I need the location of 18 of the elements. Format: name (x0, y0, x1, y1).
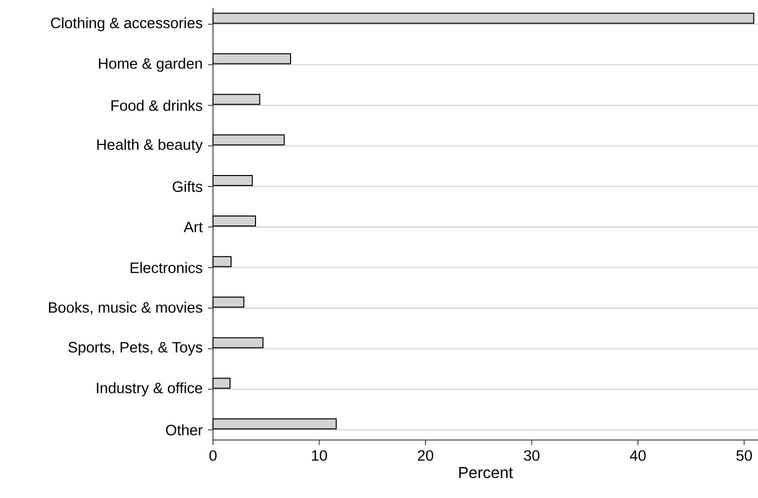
y-tick-label: Gifts (172, 180, 202, 192)
y-tick-label: Clothing & accessories (51, 17, 202, 32)
y-tick-label: Health & beauty (97, 138, 203, 153)
y-tick-label: Art (184, 222, 203, 232)
y-tick-label: Home & garden (98, 58, 202, 72)
x-tick-label: 0 (209, 450, 217, 461)
y-tick-label: Sports, Pets, & Toys (68, 342, 202, 356)
y-tick-label: Other (166, 424, 203, 436)
x-tick-label: 40 (630, 450, 646, 461)
y-tick-label: Electronics (130, 262, 202, 274)
x-tick-label: 30 (524, 450, 540, 461)
x-tick-label: 50 (736, 450, 752, 461)
x-tick-label: 10 (312, 450, 327, 461)
y-tick-label: Industry & office (96, 382, 202, 396)
x-tick-label: 20 (418, 450, 434, 461)
x-axis-title: Percent (459, 467, 513, 478)
y-tick-label: Food & drinks (111, 100, 202, 111)
y-tick-label: Books, music & movies (48, 302, 202, 315)
